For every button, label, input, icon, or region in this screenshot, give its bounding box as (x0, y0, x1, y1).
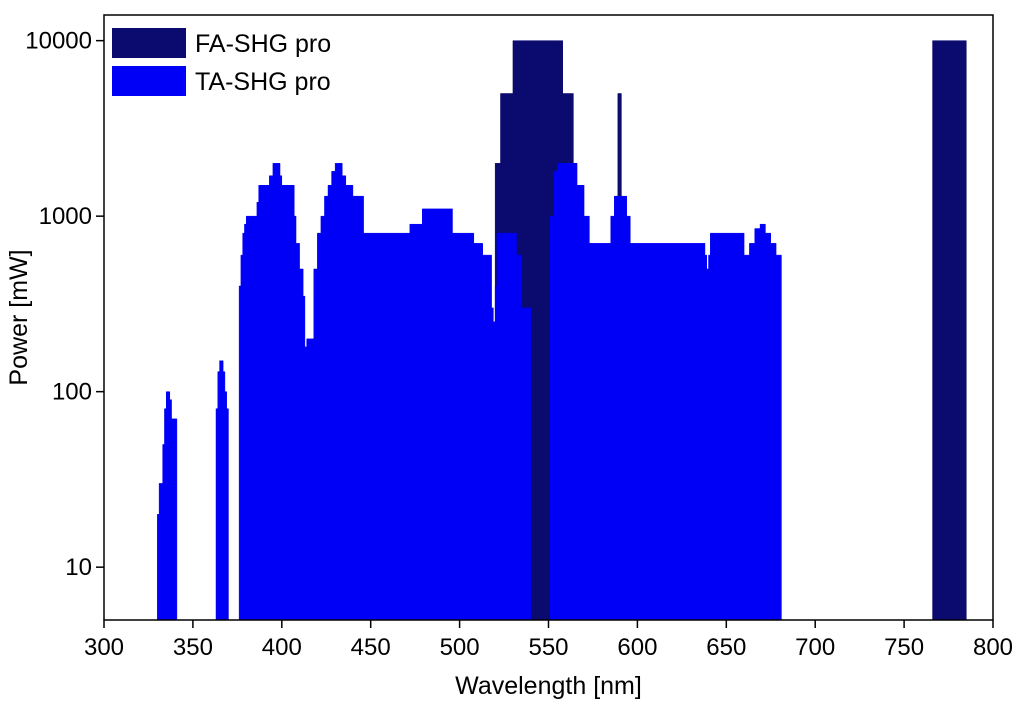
series-1-area-1 (215, 360, 229, 621)
x-tick-label: 500 (440, 634, 480, 661)
x-axis-label: Wavelength [nm] (455, 672, 642, 700)
y-axis-ticks: 10 100 1000 10000 (25, 28, 104, 581)
x-tick-label: 800 (973, 634, 1013, 661)
x-tick-label: 450 (351, 634, 391, 661)
legend-label-fa-shg: FA-SHG pro (195, 30, 331, 58)
series-1-area-2 (238, 163, 531, 621)
x-tick-label: 550 (528, 634, 568, 661)
x-axis-ticks: 300 350 400 450 500 550 600 650 700 750 800 (84, 620, 1013, 661)
y-tick-label: 100 (52, 379, 92, 406)
y-axis-label: Power [mW] (5, 249, 33, 385)
legend: FA-SHG pro TA-SHG pro (112, 28, 331, 96)
x-tick-label: 350 (173, 634, 213, 661)
x-tick-label: 400 (262, 634, 302, 661)
x-tick-label: 700 (795, 634, 835, 661)
x-tick-label: 750 (884, 634, 924, 661)
x-tick-label: 600 (617, 634, 657, 661)
series-1-area-3 (548, 163, 782, 621)
x-tick-label: 650 (706, 634, 746, 661)
series-0-area-2 (932, 40, 967, 621)
legend-swatch-ta-shg (112, 66, 186, 96)
legend-swatch-fa-shg (112, 28, 186, 58)
y-tick-label: 10000 (25, 28, 92, 55)
series-1-area-0 (157, 391, 178, 621)
y-tick-label: 1000 (39, 203, 92, 230)
x-tick-label: 300 (84, 634, 124, 661)
legend-label-ta-shg: TA-SHG pro (195, 68, 331, 96)
series-fill-layer (157, 40, 967, 621)
y-tick-label: 10 (65, 554, 92, 581)
